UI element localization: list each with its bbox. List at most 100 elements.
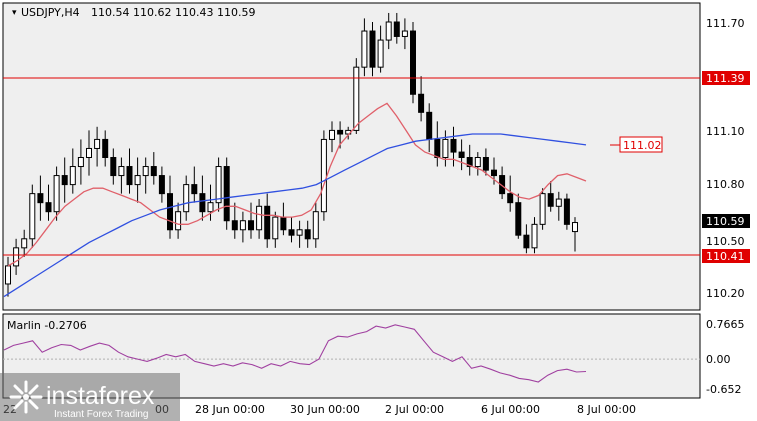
candle-bullish <box>29 193 36 240</box>
candle-bearish <box>426 111 433 140</box>
candle-bullish <box>77 157 84 168</box>
symbol-label: USDJPY,H4 <box>21 6 80 19</box>
marlin-oscillator-line <box>3 324 587 383</box>
watermark-tagline: Instant Forex Trading <box>54 409 149 420</box>
candle-bullish <box>69 166 76 186</box>
candle-bullish <box>53 175 60 213</box>
candle-bullish <box>442 138 449 158</box>
resistance-price-text: 111.39 <box>706 72 745 85</box>
price-tick: 111.70 <box>706 17 745 30</box>
candle-bearish <box>37 193 44 204</box>
candle-bullish <box>539 193 546 225</box>
candle-bearish <box>393 21 400 37</box>
support-price-text: 110.41 <box>706 250 745 263</box>
candle-bearish <box>450 138 457 153</box>
candle-bullish <box>94 138 101 149</box>
ma-fast-line <box>7 102 587 267</box>
candle-bearish <box>563 198 570 225</box>
candle-bearish <box>288 229 295 236</box>
candle-bullish <box>361 30 368 68</box>
candle-bullish <box>385 21 392 41</box>
candle-bearish <box>434 138 441 158</box>
candle-bearish <box>507 193 514 204</box>
indicator-label: Marlin -0.2706 <box>7 319 87 332</box>
levels-layer <box>3 77 700 256</box>
target-marker: 111.02 <box>610 136 663 153</box>
candle-bearish <box>547 193 554 207</box>
candle-bearish <box>264 205 271 240</box>
price-tick: 110.80 <box>706 178 745 191</box>
candle-bullish <box>531 223 538 249</box>
candle-bullish <box>86 147 92 158</box>
candle-bearish <box>126 166 133 186</box>
price-tick: 110.20 <box>706 287 745 300</box>
candle-bearish <box>369 30 376 68</box>
price-tick: 111.10 <box>706 125 745 138</box>
candle-bullish <box>118 166 125 177</box>
candle-bullish <box>175 211 182 231</box>
resistance-price-label: 111.39 <box>702 71 750 85</box>
indicator-tick: 0.00 <box>706 353 731 366</box>
candle-bullish <box>474 157 481 168</box>
candle-bearish <box>280 216 287 231</box>
price-pane <box>2 2 701 311</box>
candle-bullish <box>142 166 149 177</box>
current-price-label: 110.59 <box>702 214 750 228</box>
candle-bearish <box>158 175 165 195</box>
candle-bullish <box>5 265 11 285</box>
candle-bearish <box>466 157 473 168</box>
candle-bullish <box>296 229 303 236</box>
candle-bearish <box>515 202 522 236</box>
candle-bullish <box>272 216 279 240</box>
candle-bearish <box>199 193 206 213</box>
time-tick: 2 Jul 00:00 <box>385 403 444 416</box>
candle-bearish <box>150 166 157 177</box>
candle-bullish <box>312 211 319 240</box>
candle-bearish <box>223 166 230 222</box>
candle-bearish <box>167 193 173 231</box>
candle-bearish <box>458 151 465 159</box>
instaforex-logo-icon <box>9 380 43 414</box>
candle-bullish <box>401 30 408 37</box>
ma-slow-line <box>3 133 587 298</box>
candle-bearish <box>45 202 52 213</box>
candle-bearish <box>482 157 489 171</box>
candle-bullish <box>377 39 384 68</box>
candle-bearish <box>110 157 117 177</box>
ohlc-label: 110.54 110.62 110.43 110.59 <box>91 6 255 19</box>
candle-bullish <box>329 129 335 140</box>
candle-bearish <box>499 175 506 195</box>
candle-bearish <box>102 138 109 158</box>
symbol-arrow-icon: ▾ <box>12 8 17 18</box>
time-tick: 6 Jul 00:00 <box>481 403 540 416</box>
candle-bullish <box>320 138 327 213</box>
candle-bearish <box>418 93 425 113</box>
price-tick: 110.50 <box>706 235 745 248</box>
candle-bearish <box>337 129 344 135</box>
candle-bullish <box>215 166 222 204</box>
instaforex-watermark: instaforex Instant Forex Trading <box>0 373 180 421</box>
support-price-label: 110.41 <box>702 249 750 263</box>
candle-bullish <box>239 220 246 231</box>
oscillator-layer <box>3 324 700 383</box>
candle-bullish <box>256 205 263 231</box>
candle-bearish <box>304 229 311 240</box>
candles-layer <box>5 12 578 297</box>
candle-bearish <box>248 220 254 231</box>
candle-bearish <box>61 175 68 186</box>
candle-bullish <box>572 222 578 233</box>
indicator-tick: -0.652 <box>706 383 741 396</box>
time-tick: 8 Jul 00:00 <box>577 403 636 416</box>
price-axis: 111.70 111.10 110.80 110.50 110.20 <box>706 17 745 300</box>
candle-bullish <box>183 184 190 213</box>
candle-bullish <box>134 175 141 186</box>
candle-bullish <box>555 198 562 207</box>
candle-bullish <box>21 238 28 249</box>
time-tick: 30 Jun 00:00 <box>290 403 360 416</box>
candle-bullish <box>13 247 20 267</box>
candle-bearish <box>410 30 416 95</box>
time-tick: 28 Jun 00:00 <box>195 403 265 416</box>
moving-averages-layer <box>3 102 587 298</box>
candle-bearish <box>231 220 238 231</box>
current-price-text: 110.59 <box>706 215 745 228</box>
